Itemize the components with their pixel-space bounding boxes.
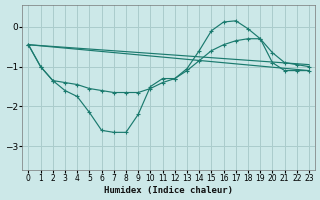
X-axis label: Humidex (Indice chaleur): Humidex (Indice chaleur) bbox=[104, 186, 233, 195]
